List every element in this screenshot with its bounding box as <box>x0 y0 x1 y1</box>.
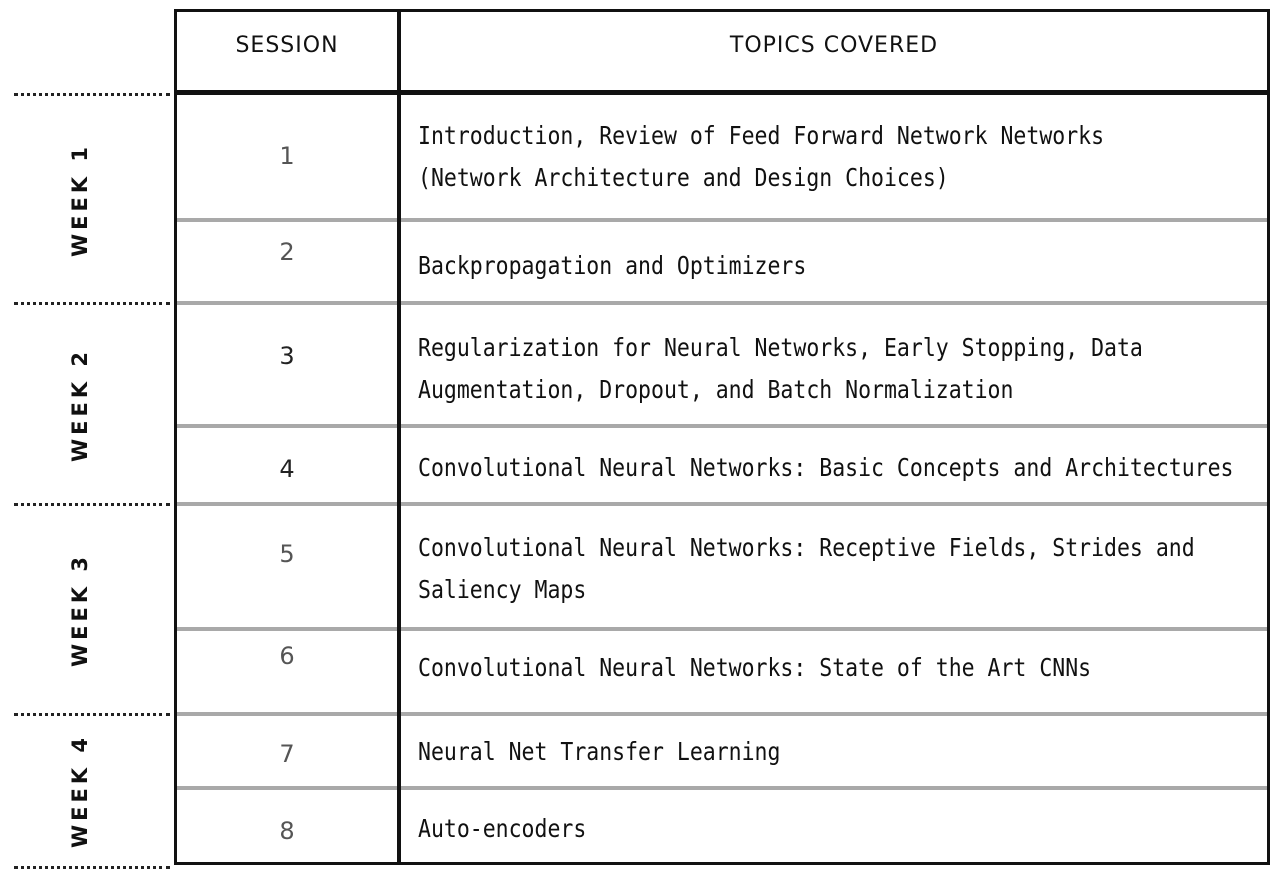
topic-session-1-line-2: (Network Architecture and Design Choices… <box>418 163 949 192</box>
header-session: SESSION <box>235 33 339 58</box>
week-separator <box>14 93 170 96</box>
header-divider <box>174 90 1270 95</box>
session-number-7: 7 <box>279 740 295 768</box>
session-number-5: 5 <box>279 540 295 568</box>
schedule-table <box>174 9 1270 865</box>
topic-session-1-line-1: Introduction, Review of Feed Forward Net… <box>418 121 1105 150</box>
week-2-text: WEEK 2 <box>68 347 92 462</box>
week-1-text: WEEK 1 <box>68 142 92 257</box>
topic-session-2: Backpropagation and Optimizers <box>418 251 807 280</box>
row-divider <box>177 627 1267 631</box>
row-divider <box>177 712 1267 716</box>
week-3-text: WEEK 3 <box>68 552 92 668</box>
session-number-2: 2 <box>279 238 295 266</box>
row-divider <box>177 301 1267 305</box>
session-number-4: 4 <box>279 455 295 483</box>
week-3-label: WEEK 3 <box>0 505 160 715</box>
row-divider <box>177 218 1267 222</box>
session-number-3: 3 <box>279 342 295 370</box>
topic-session-5-line-1: Convolutional Neural Networks: Receptive… <box>418 533 1195 562</box>
row-divider <box>177 424 1267 428</box>
week-separator <box>14 866 170 869</box>
week-1-label: WEEK 1 <box>0 95 160 304</box>
topic-session-4: Convolutional Neural Networks: Basic Con… <box>418 453 1234 482</box>
session-number-1: 1 <box>279 142 295 170</box>
week-4-label: WEEK 4 <box>0 715 160 867</box>
row-divider <box>177 786 1267 790</box>
week-2-label: WEEK 2 <box>0 304 160 505</box>
topic-session-6: Convolutional Neural Networks: State of … <box>418 653 1092 682</box>
row-divider <box>177 502 1267 506</box>
column-divider <box>397 9 401 865</box>
week-4-text: WEEK 4 <box>68 733 92 849</box>
week-separator <box>14 503 170 506</box>
session-number-8: 8 <box>279 817 295 845</box>
topic-session-7: Neural Net Transfer Learning <box>418 737 781 766</box>
topic-session-3-line-2: Augmentation, Dropout, and Batch Normali… <box>418 375 1014 404</box>
topic-session-8: Auto-encoders <box>418 814 587 843</box>
session-number-6: 6 <box>279 642 295 670</box>
header-topics-covered: TOPICS COVERED <box>729 33 939 58</box>
topic-session-5-line-2: Saliency Maps <box>418 575 587 604</box>
week-separator <box>14 302 170 305</box>
week-separator <box>14 713 170 716</box>
topic-session-3-line-1: Regularization for Neural Networks, Earl… <box>418 333 1143 362</box>
